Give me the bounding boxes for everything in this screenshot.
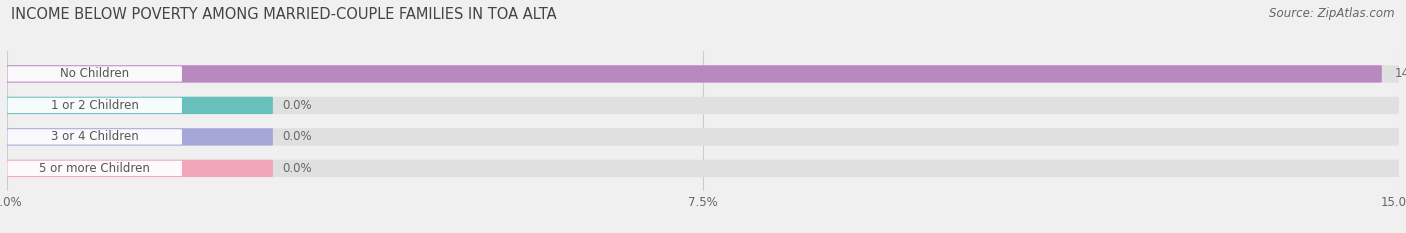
FancyBboxPatch shape	[6, 160, 273, 177]
Text: 1 or 2 Children: 1 or 2 Children	[51, 99, 139, 112]
FancyBboxPatch shape	[6, 97, 273, 114]
FancyBboxPatch shape	[7, 98, 181, 113]
FancyBboxPatch shape	[7, 129, 181, 145]
FancyBboxPatch shape	[6, 65, 1400, 82]
FancyBboxPatch shape	[7, 66, 181, 82]
Text: 0.0%: 0.0%	[283, 130, 312, 143]
Text: No Children: No Children	[60, 67, 129, 80]
FancyBboxPatch shape	[6, 65, 1382, 82]
Text: 0.0%: 0.0%	[283, 99, 312, 112]
Text: Source: ZipAtlas.com: Source: ZipAtlas.com	[1270, 7, 1395, 20]
Text: INCOME BELOW POVERTY AMONG MARRIED-COUPLE FAMILIES IN TOA ALTA: INCOME BELOW POVERTY AMONG MARRIED-COUPL…	[11, 7, 557, 22]
FancyBboxPatch shape	[6, 97, 1400, 114]
FancyBboxPatch shape	[6, 160, 1400, 177]
Text: 5 or more Children: 5 or more Children	[39, 162, 150, 175]
Text: 14.8%: 14.8%	[1395, 67, 1406, 80]
FancyBboxPatch shape	[6, 128, 1400, 146]
Text: 3 or 4 Children: 3 or 4 Children	[51, 130, 139, 143]
Text: 0.0%: 0.0%	[283, 162, 312, 175]
FancyBboxPatch shape	[7, 161, 181, 176]
FancyBboxPatch shape	[6, 128, 273, 146]
